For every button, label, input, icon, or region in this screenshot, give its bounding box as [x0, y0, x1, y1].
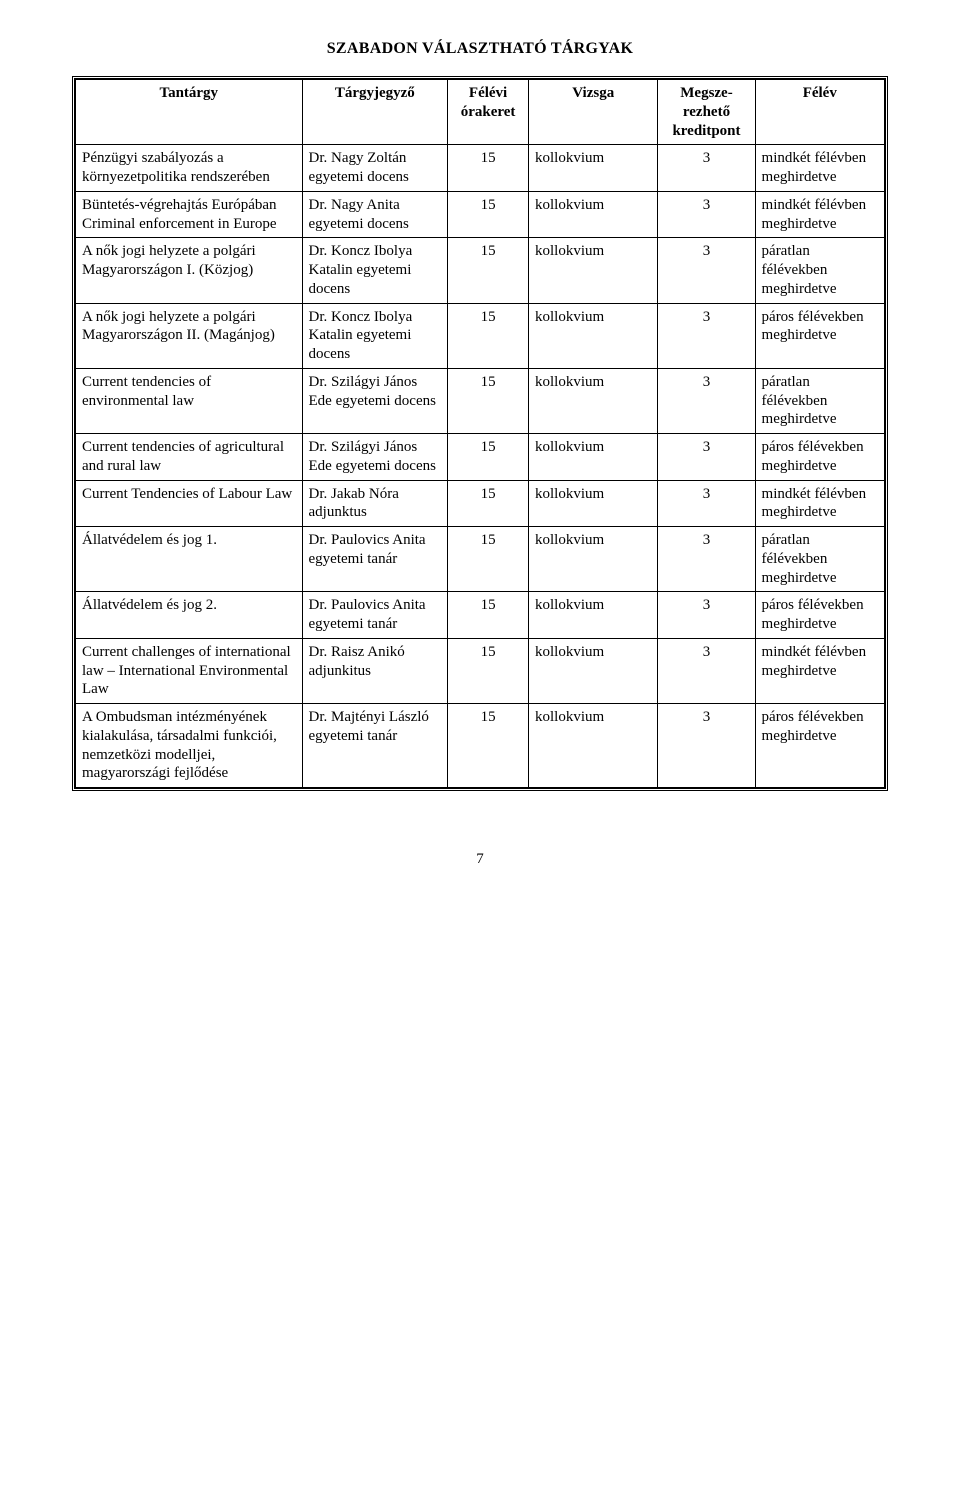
- cell-subject: Current challenges of international law …: [76, 638, 303, 703]
- cell-semester: mindkét félévben meghirdetve: [755, 480, 884, 527]
- cell-lecturer: Dr. Paulovics Anita egyetemi tanár: [302, 592, 448, 639]
- cell-exam: kollokvium: [529, 303, 658, 368]
- cell-period: 15: [448, 238, 529, 303]
- table-row: Állatvédelem és jog 1.Dr. Paulovics Anit…: [76, 527, 885, 592]
- page-number: 7: [72, 851, 888, 868]
- col-header-credits: Megsze-rezhető kreditpont: [658, 80, 755, 145]
- cell-semester: páros félévekben meghirdetve: [755, 704, 884, 788]
- cell-period: 15: [448, 368, 529, 433]
- cell-subject: Current tendencies of environmental law: [76, 368, 303, 433]
- cell-lecturer: Dr. Majtényi László egyetemi tanár: [302, 704, 448, 788]
- course-table-wrapper: Tantárgy Tárgyjegyző Félévi órakeret Viz…: [72, 76, 888, 791]
- cell-credits: 3: [658, 480, 755, 527]
- page-title: SZABADON VÁLASZTHATÓ TÁRGYAK: [72, 40, 888, 58]
- cell-exam: kollokvium: [529, 368, 658, 433]
- table-row: A nők jogi helyzete a polgári Magyarorsz…: [76, 238, 885, 303]
- cell-period: 15: [448, 638, 529, 703]
- cell-period: 15: [448, 191, 529, 238]
- cell-period: 15: [448, 434, 529, 481]
- cell-credits: 3: [658, 434, 755, 481]
- cell-subject: Current Tendencies of Labour Law: [76, 480, 303, 527]
- cell-credits: 3: [658, 238, 755, 303]
- table-row: Current Tendencies of Labour LawDr. Jaka…: [76, 480, 885, 527]
- table-row: A nők jogi helyzete a polgári Magyarorsz…: [76, 303, 885, 368]
- cell-semester: mindkét félévben meghirdetve: [755, 638, 884, 703]
- col-header-subject: Tantárgy: [76, 80, 303, 145]
- cell-period: 15: [448, 480, 529, 527]
- cell-subject: Állatvédelem és jog 1.: [76, 527, 303, 592]
- cell-period: 15: [448, 303, 529, 368]
- table-row: Pénzügyi szabályozás a környezetpolitika…: [76, 145, 885, 192]
- table-row: Current tendencies of agricultural and r…: [76, 434, 885, 481]
- cell-lecturer: Dr. Paulovics Anita egyetemi tanár: [302, 527, 448, 592]
- cell-lecturer: Dr. Nagy Zoltán egyetemi docens: [302, 145, 448, 192]
- cell-credits: 3: [658, 527, 755, 592]
- cell-exam: kollokvium: [529, 238, 658, 303]
- cell-semester: páros félévekben meghirdetve: [755, 592, 884, 639]
- table-row: Büntetés-végrehajtás Európában Criminal …: [76, 191, 885, 238]
- cell-lecturer: Dr. Koncz Ibolya Katalin egyetemi docens: [302, 238, 448, 303]
- cell-lecturer: Dr. Szilágyi János Ede egyetemi docens: [302, 434, 448, 481]
- cell-credits: 3: [658, 704, 755, 788]
- course-table: Tantárgy Tárgyjegyző Félévi órakeret Viz…: [75, 79, 885, 788]
- col-header-lecturer: Tárgyjegyző: [302, 80, 448, 145]
- cell-exam: kollokvium: [529, 527, 658, 592]
- col-header-semester: Félév: [755, 80, 884, 145]
- cell-exam: kollokvium: [529, 191, 658, 238]
- cell-semester: páros félévekben meghirdetve: [755, 303, 884, 368]
- col-header-period: Félévi órakeret: [448, 80, 529, 145]
- cell-exam: kollokvium: [529, 434, 658, 481]
- cell-lecturer: Dr. Koncz Ibolya Katalin egyetemi docens: [302, 303, 448, 368]
- cell-lecturer: Dr. Jakab Nóra adjunktus: [302, 480, 448, 527]
- cell-semester: páros félévekben meghirdetve: [755, 434, 884, 481]
- table-row: A Ombudsman intézményének kialakulása, t…: [76, 704, 885, 788]
- table-row: Állatvédelem és jog 2.Dr. Paulovics Anit…: [76, 592, 885, 639]
- cell-credits: 3: [658, 368, 755, 433]
- cell-period: 15: [448, 592, 529, 639]
- cell-period: 15: [448, 527, 529, 592]
- cell-exam: kollokvium: [529, 480, 658, 527]
- cell-semester: mindkét félévben meghirdetve: [755, 191, 884, 238]
- cell-lecturer: Dr. Nagy Anita egyetemi docens: [302, 191, 448, 238]
- cell-subject: A Ombudsman intézményének kialakulása, t…: [76, 704, 303, 788]
- cell-period: 15: [448, 145, 529, 192]
- cell-credits: 3: [658, 191, 755, 238]
- cell-semester: páratlan félévekben meghirdetve: [755, 368, 884, 433]
- cell-subject: Állatvédelem és jog 2.: [76, 592, 303, 639]
- cell-credits: 3: [658, 638, 755, 703]
- cell-credits: 3: [658, 592, 755, 639]
- cell-semester: páratlan félévekben meghirdetve: [755, 238, 884, 303]
- cell-subject: A nők jogi helyzete a polgári Magyarorsz…: [76, 238, 303, 303]
- cell-exam: kollokvium: [529, 638, 658, 703]
- cell-lecturer: Dr. Raisz Anikó adjunkitus: [302, 638, 448, 703]
- cell-lecturer: Dr. Szilágyi János Ede egyetemi docens: [302, 368, 448, 433]
- col-header-exam: Vizsga: [529, 80, 658, 145]
- cell-semester: páratlan félévekben meghirdetve: [755, 527, 884, 592]
- cell-exam: kollokvium: [529, 592, 658, 639]
- table-row: Current tendencies of environmental lawD…: [76, 368, 885, 433]
- cell-exam: kollokvium: [529, 704, 658, 788]
- table-row: Current challenges of international law …: [76, 638, 885, 703]
- cell-period: 15: [448, 704, 529, 788]
- cell-exam: kollokvium: [529, 145, 658, 192]
- cell-subject: Pénzügyi szabályozás a környezetpolitika…: [76, 145, 303, 192]
- cell-credits: 3: [658, 145, 755, 192]
- cell-semester: mindkét félévben meghirdetve: [755, 145, 884, 192]
- cell-credits: 3: [658, 303, 755, 368]
- cell-subject: A nők jogi helyzete a polgári Magyarorsz…: [76, 303, 303, 368]
- cell-subject: Büntetés-végrehajtás Európában Criminal …: [76, 191, 303, 238]
- cell-subject: Current tendencies of agricultural and r…: [76, 434, 303, 481]
- table-header-row: Tantárgy Tárgyjegyző Félévi órakeret Viz…: [76, 80, 885, 145]
